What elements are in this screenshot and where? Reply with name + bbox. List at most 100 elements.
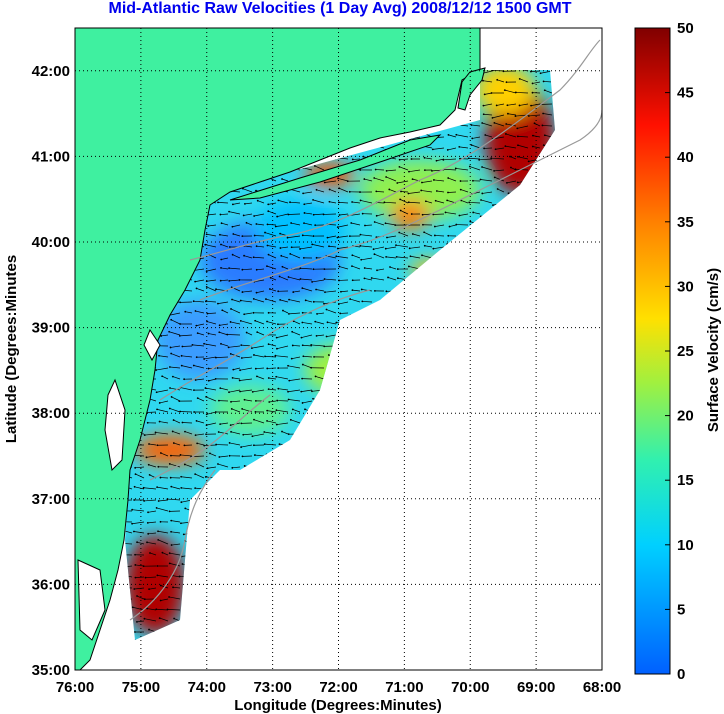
velocity-arrow-head [182,533,185,536]
velocity-arrow-head [372,248,375,251]
velocity-arrow-head [184,430,186,433]
velocity-arrow [169,387,181,391]
velocity-arrow-head [253,418,255,421]
velocity-arrow-head [287,433,290,436]
velocity-arrow-head [226,333,229,336]
velocity-arrow-head [351,265,353,267]
velocity-arrow [160,598,169,601]
velocity-arrow [396,256,409,259]
velocity-arrow [266,265,277,270]
velocity-arrow-head [194,434,197,437]
velocity-arrow-head [395,244,397,247]
velocity-arrow-head [251,347,253,350]
colorbar-tick-label: 45 [677,85,694,102]
velocity-arrow-head [326,321,329,324]
velocity-arrow [173,442,181,446]
velocity-arrow-head [339,312,342,315]
velocity-arrow [220,244,229,248]
velocity-arrow [327,321,337,325]
velocity-arrow [507,113,517,116]
velocity-arrow [303,191,313,194]
velocity-arrow-head [384,222,387,225]
velocity-arrow-head [157,465,160,468]
velocity-arrow-head [220,342,222,345]
velocity-arrow [232,466,241,469]
velocity-arrow-head [230,400,232,403]
velocity-arrow-head [267,377,270,379]
velocity-arrow [532,81,541,84]
velocity-arrow [180,387,193,391]
velocity-arrow-head [184,507,187,510]
velocity-arrow [302,344,313,347]
velocity-arrow-head [494,148,497,151]
velocity-arrow-head [193,389,195,392]
velocity-arrow-head [276,399,279,402]
velocity-arrow-head [289,201,291,204]
velocity-arrow-head [315,188,318,191]
velocity-arrow [282,266,289,270]
long-island [229,134,442,201]
velocity-arrow [371,277,385,281]
velocity-arrow [267,223,277,226]
velocity-arrow-head [447,191,449,194]
velocity-arrow [169,408,181,413]
y-tick-label: 36:00 [32,576,70,593]
velocity-arrow-head [274,225,277,228]
velocity-arrow [206,286,217,292]
velocity-arrow-head [194,473,197,475]
velocity-arrow-head [134,564,137,566]
velocity-arrow-head [263,443,266,446]
velocity-arrow [171,520,181,523]
velocity-arrow [302,234,313,237]
velocity-arrow [217,202,229,204]
velocity-arrow-head [168,552,171,555]
velocity-arrow [350,298,361,303]
velocity-arrow-head [205,270,208,273]
velocity-arrow-head [267,203,270,206]
velocity-arrow [303,222,313,226]
velocity-arrow-head [348,235,351,238]
velocity-arrow-head [375,190,378,193]
velocity-arrow [220,422,229,425]
velocity-arrow-head [158,402,161,404]
velocity-arrow-head [218,456,221,458]
velocity-arrow [364,224,373,226]
velocity-arrow [386,235,397,238]
velocity-arrow [279,276,289,281]
velocity-arrow-head [276,215,279,218]
velocity-arrow [471,144,481,149]
velocity-arrow [266,321,277,325]
velocity-arrow [506,123,517,127]
velocity-arrow [135,473,145,479]
velocity-arrow-head [207,379,210,382]
x-tick-label: 69:00 [517,679,555,696]
velocity-arrow [507,103,517,106]
velocity-arrow [158,355,169,358]
x-tick-label: 73:00 [253,679,291,696]
velocity-arrow [229,442,241,446]
pamlico-sound [77,559,106,641]
velocity-arrow [246,222,253,226]
velocity-arrow-head [256,375,258,378]
velocity-arrow-head [136,620,138,623]
velocity-arrow [221,257,229,260]
velocity-arrow-head [493,121,496,124]
velocity-arrow-head [458,214,461,217]
velocity-arrow-head [396,268,399,270]
velocity-arrow-head [388,214,391,217]
velocity-arrow-head [243,465,246,467]
velocity-arrow [208,333,217,336]
velocity-arrow [305,299,313,303]
velocity-arrow [302,400,313,404]
velocity-arrow-head [281,265,284,268]
velocity-arrow-head [480,199,482,201]
velocity-arrow-head [469,220,472,223]
velocity-arrow-head [240,446,243,448]
velocity-arrow [146,455,157,458]
velocity-arrow-head [292,291,295,293]
velocity-arrow [270,277,277,281]
velocity-arrow [195,310,205,314]
velocity-arrow-head [168,510,171,513]
velocity-arrow-head [205,433,207,436]
velocity-arrow [362,301,373,303]
